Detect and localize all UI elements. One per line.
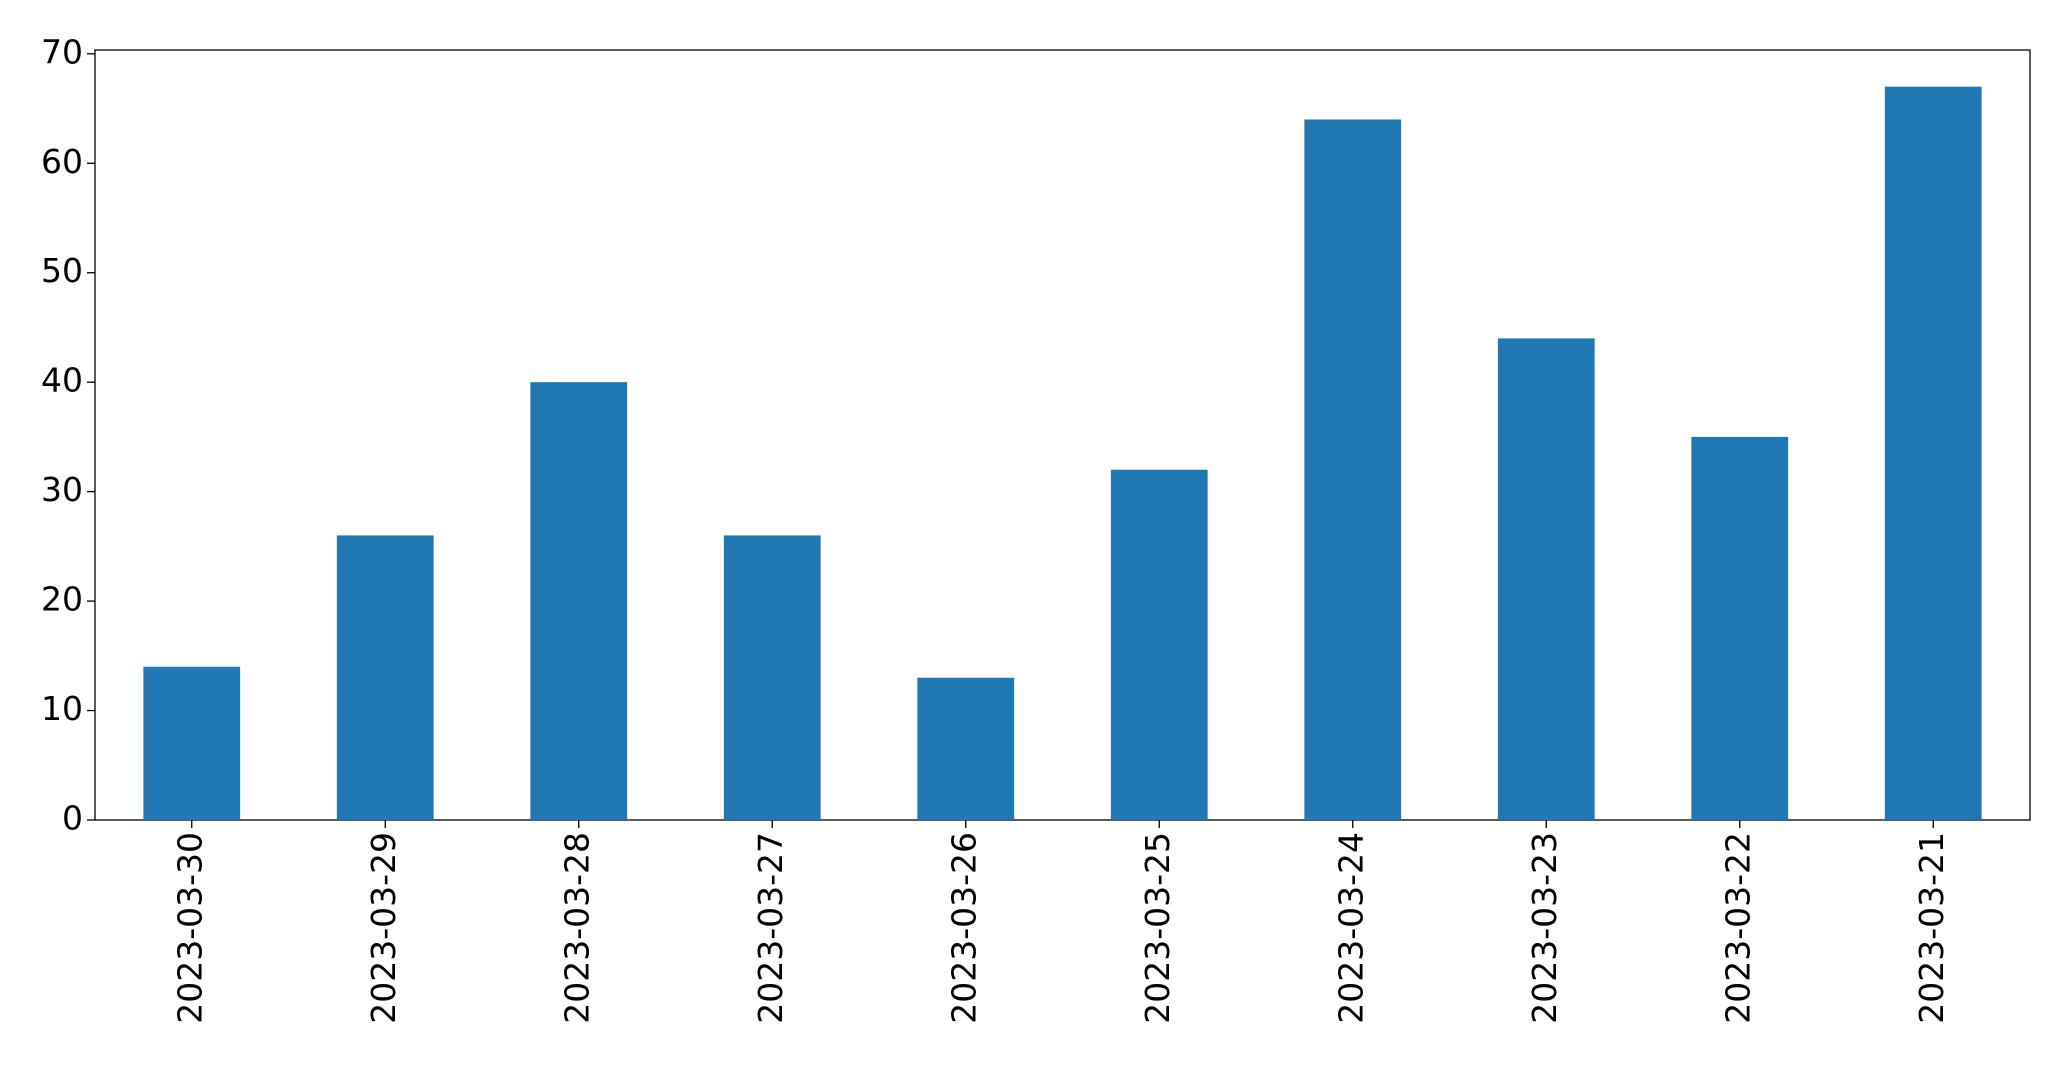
- bar: [530, 382, 628, 820]
- plot-frame: [94, 49, 2031, 821]
- y-tick-label: 70: [41, 32, 83, 71]
- y-tick-label: 40: [41, 361, 83, 400]
- bar: [1884, 86, 1982, 820]
- bar: [1691, 436, 1789, 820]
- x-tick-label: 2023-03-22: [1718, 832, 1757, 1024]
- x-tick-label: 2023-03-21: [1912, 832, 1951, 1024]
- bar: [1110, 469, 1208, 820]
- y-tick-label: 0: [62, 799, 83, 838]
- x-tick-label: 2023-03-28: [557, 832, 596, 1024]
- y-tick-label: 10: [41, 689, 83, 728]
- x-tick-label: 2023-03-23: [1525, 832, 1564, 1024]
- y-tick-label: 50: [41, 251, 83, 290]
- bar: [143, 666, 241, 820]
- bar: [1304, 119, 1402, 820]
- bar: [917, 677, 1015, 820]
- x-tick-label: 2023-03-26: [944, 832, 983, 1024]
- x-tick-label: 2023-03-29: [364, 832, 403, 1024]
- x-tick-label: 2023-03-25: [1138, 832, 1177, 1024]
- x-tick-label: 2023-03-30: [170, 832, 209, 1024]
- y-tick-label: 20: [41, 580, 83, 619]
- x-tick-label: 2023-03-24: [1331, 832, 1370, 1024]
- bar: [723, 535, 821, 820]
- y-tick-label: 30: [41, 470, 83, 509]
- bar: [1497, 338, 1595, 820]
- x-tick-label: 2023-03-27: [751, 832, 790, 1024]
- y-tick-label: 60: [41, 142, 83, 181]
- bar: [336, 535, 434, 820]
